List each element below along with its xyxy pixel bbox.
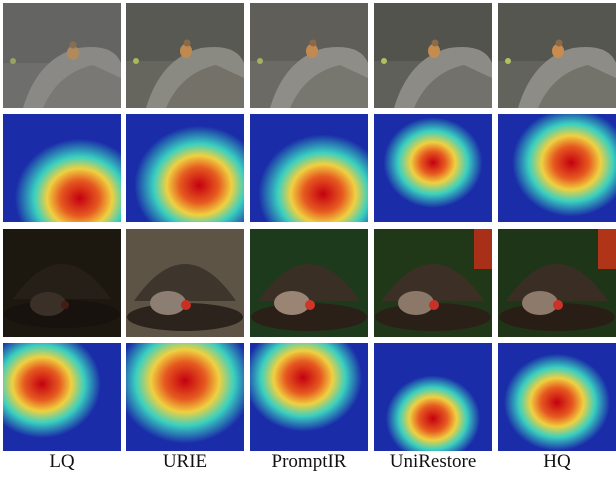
tile-hq-feeder-photo	[498, 229, 616, 337]
tile-hq-feeder-heatmap	[498, 343, 616, 451]
tile-promptir-rock-photo	[250, 3, 368, 108]
column-label-urie: URIE	[162, 451, 208, 472]
tile-promptir-feeder-photo	[250, 229, 368, 337]
tile-urie-rock-heatmap	[126, 114, 244, 222]
tile-lq-rock-photo	[3, 3, 121, 108]
tile-lq-feeder-heatmap	[3, 343, 121, 451]
tile-urie-feeder-photo	[126, 229, 244, 337]
column-label-promptir: PromptIR	[271, 451, 347, 472]
tile-lq-rock-heatmap	[3, 114, 121, 222]
column-label-hq: HQ	[543, 451, 571, 472]
tile-unirestore-feeder-photo	[374, 229, 492, 337]
tile-unirestore-feeder-heatmap	[374, 343, 492, 451]
tile-urie-feeder-heatmap	[126, 343, 244, 451]
tile-hq-rock-photo	[498, 3, 616, 108]
tile-unirestore-rock-photo	[374, 3, 492, 108]
tile-promptir-rock-heatmap	[250, 114, 368, 222]
tile-urie-rock-photo	[126, 3, 244, 108]
column-label-lq: LQ	[49, 451, 75, 472]
tile-hq-rock-heatmap	[498, 114, 616, 222]
tile-unirestore-rock-heatmap	[374, 114, 492, 222]
column-label-unirestore: UniRestore	[389, 451, 477, 472]
tile-lq-feeder-photo	[3, 229, 121, 337]
tile-promptir-feeder-heatmap	[250, 343, 368, 451]
